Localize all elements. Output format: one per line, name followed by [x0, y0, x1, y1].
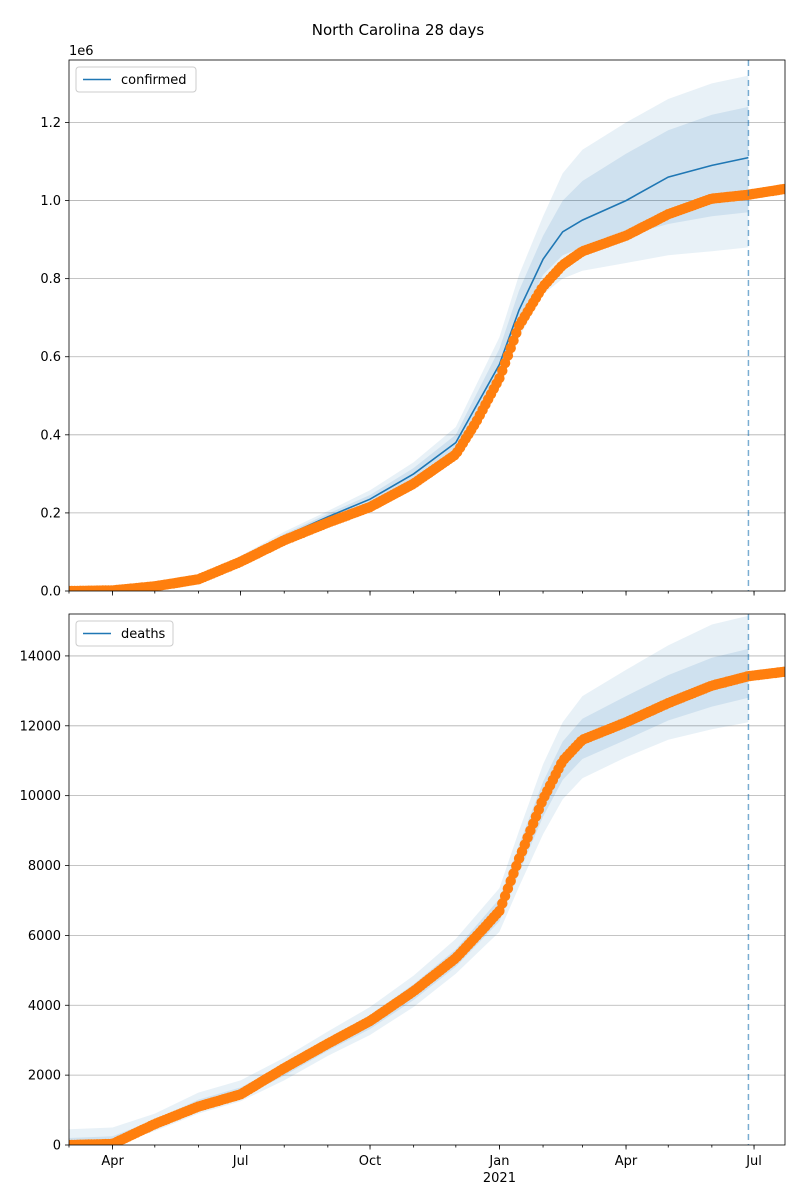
uncertainty-band-2	[69, 106, 749, 591]
x-tick-label: Jul	[232, 1154, 249, 1169]
y-tick-label: 10000	[20, 789, 61, 804]
y-tick-label: 1.2	[40, 116, 61, 131]
figure-title: North Carolina 28 days	[312, 21, 485, 39]
uncertainty-band-1	[69, 75, 749, 591]
x-tick-label: Jan	[488, 1154, 509, 1169]
y-tick-label: 12000	[20, 719, 61, 734]
y-tick-label: 0	[53, 1139, 61, 1154]
y-tick-label: 1.0	[40, 194, 61, 209]
observed-points	[69, 183, 785, 591]
axes-frame	[68, 59, 786, 592]
y-tick-label: 0.2	[40, 506, 61, 521]
y-tick-label: 4000	[28, 999, 61, 1014]
plot-area	[69, 615, 785, 1145]
x-tick-label: Oct	[359, 1154, 381, 1169]
legend: confirmed	[75, 66, 197, 93]
observed-point	[778, 666, 785, 677]
y-tick-label: 2000	[28, 1069, 61, 1084]
x-tick-label: Apr	[615, 1154, 638, 1169]
y-tick-label: 0.0	[40, 585, 61, 600]
x-tick-label: Apr	[101, 1154, 124, 1169]
plot-area	[69, 75, 785, 591]
uncertainty-band-2	[69, 648, 749, 1145]
y-tick-label: 8000	[28, 859, 61, 874]
legend-label: deaths	[121, 627, 166, 642]
confirmed-panel: 0.0 0.2 0.4 0.6 0.8 1.0 1.2 1e6 confirmed	[40, 44, 786, 600]
legend-box	[75, 66, 197, 93]
legend-box	[75, 620, 174, 647]
legend: deaths	[75, 620, 174, 647]
y-tick-label: 0.8	[40, 272, 61, 287]
y-tick-label: 6000	[28, 929, 61, 944]
y-scale-label: 1e6	[69, 44, 94, 59]
y-tick-label: 14000	[20, 649, 61, 664]
observed-point	[778, 183, 785, 195]
x-tick-sublabel: 2021	[483, 1171, 516, 1186]
x-tick-label: Jul	[745, 1154, 762, 1169]
legend-label: confirmed	[121, 73, 187, 88]
axes-frame	[68, 613, 786, 1146]
observed-points	[69, 666, 785, 1145]
deaths-panel: 0 2000 4000 6000 8000 10000 12000 14000 Apr Jul Oc…	[20, 613, 786, 1186]
y-tick-label: 0.6	[40, 350, 61, 365]
y-tick-label: 0.4	[40, 428, 61, 443]
